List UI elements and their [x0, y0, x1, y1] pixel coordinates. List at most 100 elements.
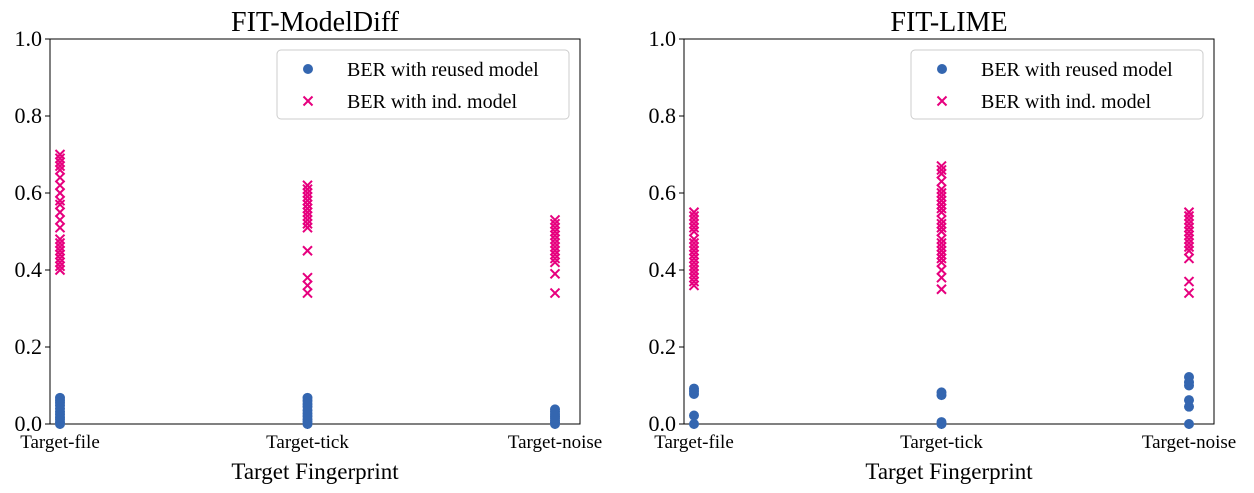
legend-marker-circle [937, 64, 947, 74]
legend-box [910, 49, 1204, 120]
point-ind-model [54, 187, 66, 199]
point-ind-model [54, 149, 66, 160]
point-ind-model [1183, 222, 1195, 233]
point-ind-model [688, 257, 700, 268]
point-ind-model [688, 233, 700, 245]
point-ind-model [936, 214, 947, 226]
point-ind-model [688, 249, 700, 260]
legend: BER with reused model BER with ind. model [276, 49, 570, 120]
point-ind-model [549, 237, 561, 249]
point-ind-model [688, 253, 700, 264]
point-ind-model [54, 180, 66, 191]
point-ind-model [54, 214, 66, 226]
point-ind-model [54, 264, 66, 276]
point-ind-model [1183, 214, 1195, 226]
legend-label: BER with ind. model [347, 91, 517, 113]
point-ind-model [302, 214, 313, 226]
point-ind-model [302, 187, 313, 199]
point-ind-model [688, 264, 700, 276]
point-ind-model [936, 245, 947, 256]
x-axis-label: Target Fingerprint [865, 459, 1033, 484]
point-ind-model [936, 226, 947, 237]
point-reused-model [689, 383, 699, 394]
point-ind-model [1183, 226, 1195, 237]
point-ind-model [688, 207, 700, 218]
point-ind-model [54, 160, 66, 172]
point-ind-model [549, 253, 561, 264]
point-ind-model [936, 176, 947, 187]
x-tick-label: Target-noise [508, 432, 602, 453]
point-ind-model [302, 203, 313, 214]
point-ind-model [302, 218, 313, 230]
point-ind-model [54, 260, 66, 272]
point-ind-model [1183, 253, 1195, 264]
y-tick-label: 0.2 [649, 334, 677, 359]
point-ind-model [1183, 276, 1195, 287]
point-ind-model [936, 222, 947, 233]
point-ind-model [549, 241, 561, 253]
point-ind-model [1183, 233, 1195, 245]
point-ind-model [54, 172, 66, 183]
legend-marker-x [936, 95, 948, 107]
point-ind-model [936, 199, 947, 210]
x-tick-label: Target-tick [900, 432, 983, 453]
point-ind-model [302, 207, 313, 218]
point-ind-model [549, 245, 561, 256]
point-ind-model [549, 218, 561, 230]
point-ind-model [936, 253, 947, 264]
point-ind-model [688, 272, 700, 283]
point-ind-model [688, 276, 700, 287]
point-ind-model [549, 257, 561, 268]
point-ind-model [1183, 237, 1195, 249]
point-ind-model [688, 222, 700, 233]
point-ind-model [936, 264, 947, 276]
y-tick-label: 0.4 [15, 257, 43, 282]
point-reused-model [689, 419, 699, 429]
y-tick-label: 0.8 [15, 103, 43, 128]
point-reused-model [936, 387, 947, 398]
point-ind-model [1183, 207, 1195, 218]
point-ind-model [936, 272, 947, 283]
y-tick-label: 1.0 [649, 26, 677, 51]
y-tick-label: 0.2 [15, 334, 43, 359]
point-ind-model [688, 280, 700, 291]
point-ind-model [936, 203, 947, 214]
point-ind-model [936, 183, 947, 195]
point-ind-model [302, 195, 313, 206]
y-tick-label: 0.4 [649, 257, 677, 282]
point-ind-model [1183, 218, 1195, 230]
y-tick-label: 1.0 [15, 26, 43, 51]
point-reused-model [936, 417, 947, 428]
point-ind-model [302, 199, 313, 210]
point-ind-model [688, 210, 700, 222]
point-ind-model [302, 191, 313, 203]
point-ind-model [688, 260, 700, 272]
y-tick-label: 0.6 [15, 180, 43, 205]
point-ind-model [302, 245, 313, 256]
point-ind-model [688, 237, 700, 249]
point-ind-model [302, 183, 313, 195]
point-ind-model [54, 195, 66, 206]
x-tick-label: Target-noise [1142, 432, 1236, 453]
point-ind-model [54, 257, 66, 268]
point-ind-model [936, 195, 947, 206]
point-reused-model [1184, 419, 1194, 429]
point-ind-model [302, 210, 313, 222]
point-ind-model [54, 199, 66, 210]
point-ind-model [54, 249, 66, 260]
point-ind-model [936, 191, 947, 203]
chart-panel-2: FIT-LIME 0.0 0.2 0.4 0.6 0.8 1.0 Target-file Tar… [649, 7, 1237, 484]
legend-label: BER with ind. model [981, 91, 1151, 113]
y-tick-label: 0.8 [649, 103, 677, 128]
plot-frame [683, 38, 1215, 425]
point-ind-model [302, 180, 313, 191]
point-ind-model [936, 168, 947, 179]
point-ind-model [302, 280, 313, 291]
point-ind-model [936, 164, 947, 176]
point-ind-model [936, 284, 947, 295]
point-ind-model [936, 237, 947, 249]
legend-label: BER with reused model [981, 59, 1173, 81]
point-reused-model [302, 392, 313, 403]
point-ind-model [1183, 241, 1195, 253]
point-reused-model [689, 410, 699, 421]
